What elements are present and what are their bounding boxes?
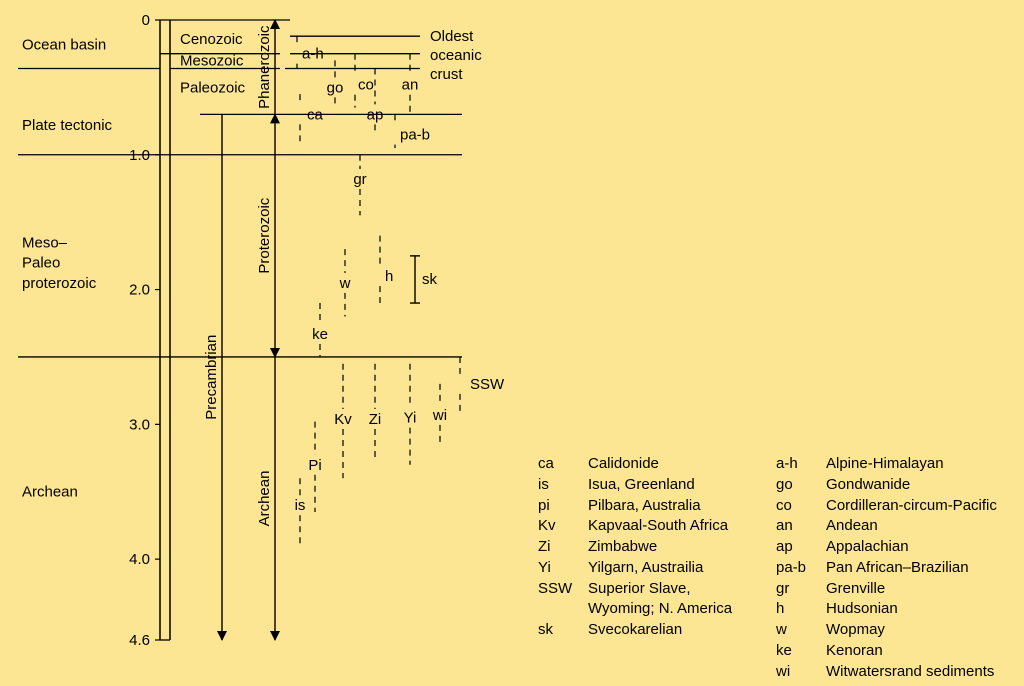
event-label: SSW [470,376,505,393]
legend-left: caCalidonideisIsua, GreenlandpiPilbara, … [538,455,738,642]
event-label: Kv [334,411,352,428]
axis-tick-label: 0 [142,12,150,29]
oldest-crust-label: oceanic [430,47,482,64]
event-label: h [385,268,393,285]
legend-abbr: pa-b [776,559,826,580]
era-arrow-label: Archean [256,471,273,527]
legend-abbr: a-h [776,455,826,476]
event-label: Zi [369,411,382,428]
legend-abbr: w [776,621,826,642]
zone-label: Ocean basin [22,36,106,53]
axis-tick-label: 4.6 [129,632,150,649]
event-label: is [295,497,306,514]
legend-desc: Pilbara, Australia [588,497,738,518]
legend-desc: Kenoran [826,642,1003,663]
legend-abbr: pi [538,497,588,518]
legend-desc: Wopmay [826,621,1003,642]
legend-desc: Alpine-Himalayan [826,455,1003,476]
legend-desc: Superior Slave, [588,580,738,601]
event-label: Pi [308,457,321,474]
zone-label: proterozoic [22,275,97,292]
legend-abbr: Yi [538,559,588,580]
legend-desc: Hudsonian [826,600,1003,621]
era-arrow-label: Phanerozoic [256,25,273,109]
axis-tick-label: 3.0 [129,416,150,433]
legend-desc: Gondwanide [826,476,1003,497]
legend-abbr: an [776,517,826,538]
axis-tick-label: 4.0 [129,551,150,568]
legend-desc: Kapvaal-South Africa [588,517,738,538]
event-label: pa-b [400,127,430,144]
oldest-crust-label: crust [430,66,463,83]
legend-desc: Appalachian [826,538,1003,559]
era-label: Mesozoic [180,52,244,69]
legend-abbr: co [776,497,826,518]
legend-desc: Yilgarn, Austrailia [588,559,738,580]
legend-desc: Wyoming; N. America [588,600,738,621]
event-label: ca [307,106,324,123]
legend-abbr [538,600,588,621]
zone-label: Paleo [22,255,60,272]
legend-desc: Pan African–Brazilian [826,559,1003,580]
era-label: Cenozoic [180,31,243,48]
era-arrow-label: Proterozoic [256,197,273,273]
legend-abbr: go [776,476,826,497]
event-label: ke [312,326,328,343]
legend-desc: Zimbabwe [588,538,738,559]
legend-desc: Svecokarelian [588,621,738,642]
zone-label: Archean [22,484,78,501]
legend-right: a-hAlpine-HimalayangoGondwanidecoCordill… [776,455,1003,683]
event-label: sk [422,271,438,288]
event-label: go [327,79,344,96]
legend-abbr: wi [776,663,826,684]
legend-abbr: h [776,600,826,621]
event-label: an [402,77,419,94]
legend-desc: Cordilleran-circum-Pacific [826,497,1003,518]
event-label: Yi [404,410,417,427]
era-label: Paleozoic [180,79,246,96]
event-label: wi [432,407,447,424]
event-label: gr [353,171,366,188]
legend-desc: Calidonide [588,455,738,476]
event-label: co [358,77,374,94]
zone-label: Meso– [22,234,68,251]
legend-abbr: gr [776,580,826,601]
zone-label: Plate tectonic [22,117,113,134]
event-label: a-h [302,46,324,63]
legend-abbr: Zi [538,538,588,559]
legend-abbr: ap [776,538,826,559]
legend-abbr: ke [776,642,826,663]
legend-abbr: ca [538,455,588,476]
event-label: ap [367,106,384,123]
legend-desc: Grenville [826,580,1003,601]
legend-abbr: sk [538,621,588,642]
legend-abbr: Kv [538,517,588,538]
event-label: w [339,275,351,292]
legend-desc: Isua, Greenland [588,476,738,497]
legend-desc: Andean [826,517,1003,538]
axis-tick-label: 2.0 [129,282,150,299]
legend-desc: Witwatersrand sediments [826,663,1003,684]
oldest-crust-label: Oldest [430,28,474,45]
legend-abbr: SSW [538,580,588,601]
era-arrow-label: Precambrian [203,335,220,420]
legend-abbr: is [538,476,588,497]
